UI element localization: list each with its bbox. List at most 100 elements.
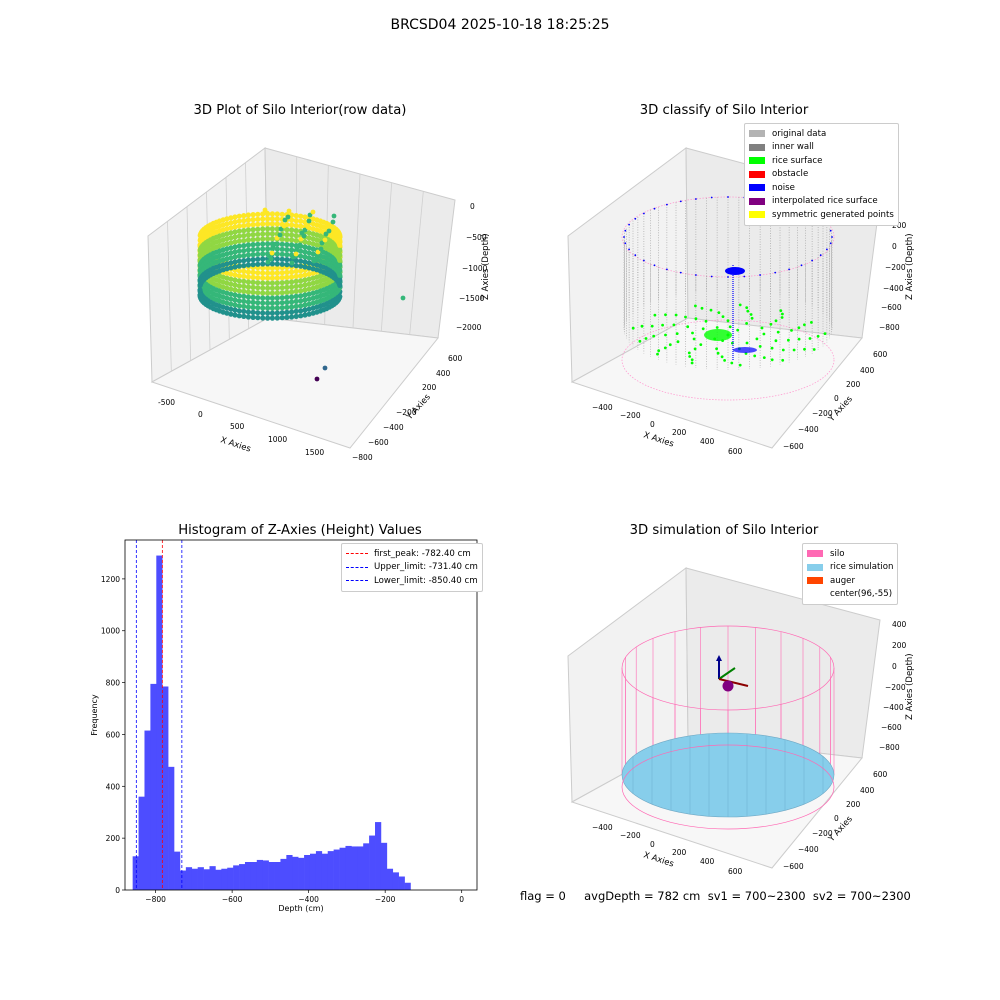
scan-point [289,294,295,300]
rice-surface-point [692,337,696,341]
scan-point [279,275,285,281]
scan-point [245,284,251,290]
rice-surface-point [797,337,801,341]
noise-point [624,242,627,245]
rice-surface-point [755,337,759,341]
scan-point [274,221,280,227]
histogram-bar [244,862,252,890]
scan-point [306,271,312,277]
ticks-simulation: −400 −200 0 200 400 600 600 400 200 0 −2… [592,620,907,876]
legend-label: silo [830,548,845,559]
ztick-classify: −800 [879,323,900,332]
scan-point [277,232,283,238]
ytick-raw: −600 [368,438,389,447]
ztick-simulation: 400 [892,620,907,629]
scan-point [306,230,312,236]
rice-surface-point [745,306,749,309]
noise-point [624,229,627,232]
xtick-simulation: 0 [650,840,655,849]
scan-point [255,256,261,262]
scan-point [270,244,276,250]
scan-point [293,263,299,269]
scan-point [264,210,270,216]
legend-swatch [346,553,368,555]
rice-surface-point [640,324,644,328]
scan-point [269,265,275,271]
scan-point [241,233,247,239]
noise-point [666,203,668,206]
rice-surface-point [675,332,679,335]
scan-point [232,254,238,260]
scan-point [286,208,292,214]
plot-frame [124,539,478,891]
scan-point [274,280,280,286]
rice-surface-point [810,321,813,324]
scan-point [306,265,312,271]
scan-point [228,260,234,266]
scan-point [323,231,329,237]
scan-point [298,248,304,254]
scan-point [236,263,242,269]
scan-point [337,272,343,278]
scan-point [302,249,308,255]
scan-point [279,290,285,296]
scan-point [298,213,304,219]
noise-point [831,236,833,238]
chart-title-histogram: Histogram of Z-Axies (Height) Values [178,523,422,538]
scan-point [232,249,238,255]
scan-point [265,246,271,252]
legend-entry: silo [807,547,893,561]
scan-point [284,284,290,290]
scan-point [255,300,261,306]
scan-point [306,286,312,292]
scan-point [241,298,247,304]
noise-point [725,267,745,275]
scan-point [245,212,251,218]
histogram-bar [262,860,269,890]
scan-point [265,259,271,265]
scan-point [306,235,312,241]
scan-point [289,237,295,243]
scan-point [265,221,271,227]
rice-surface-point [803,347,806,351]
scan-point [250,257,256,263]
ytick-classify: 400 [860,366,875,375]
histogram-bar [304,855,311,890]
histogram-bar [256,859,264,890]
scan-point [284,247,290,253]
chart-title-raw: 3D Plot of Silo Interior(row data) [193,103,407,118]
scan-point [228,286,234,292]
scan-point [255,231,261,237]
scan-point [302,312,308,318]
ytick-classify: 0 [834,394,839,403]
ztick-simulation: 200 [892,641,907,650]
scan-point [260,231,266,237]
ztick-raw: −500 [466,233,487,242]
scan-point [269,221,275,227]
scan-point [279,300,285,306]
scan-point [310,295,316,301]
scan-point [274,246,280,252]
scan-point [241,248,247,254]
xlabel-simulation: X Axies [642,850,675,869]
scan-point [232,307,238,313]
x-tick-label: −200 [375,895,396,904]
scan-point [255,251,261,257]
scan-point [260,251,266,257]
grid-line [186,206,192,361]
scan-point [255,226,261,232]
scan-point [245,309,251,315]
scan-point [228,225,234,231]
scan-point [265,270,271,276]
scan-point [245,257,251,263]
scan-point [197,292,203,298]
rice-surface-point [717,311,721,314]
histogram-bar [221,868,228,890]
scan-point [245,217,251,223]
scan-point [306,306,312,312]
scan-point [250,247,256,253]
scan-point [255,290,261,296]
scan-point [274,300,280,306]
auger-axis [718,678,749,687]
